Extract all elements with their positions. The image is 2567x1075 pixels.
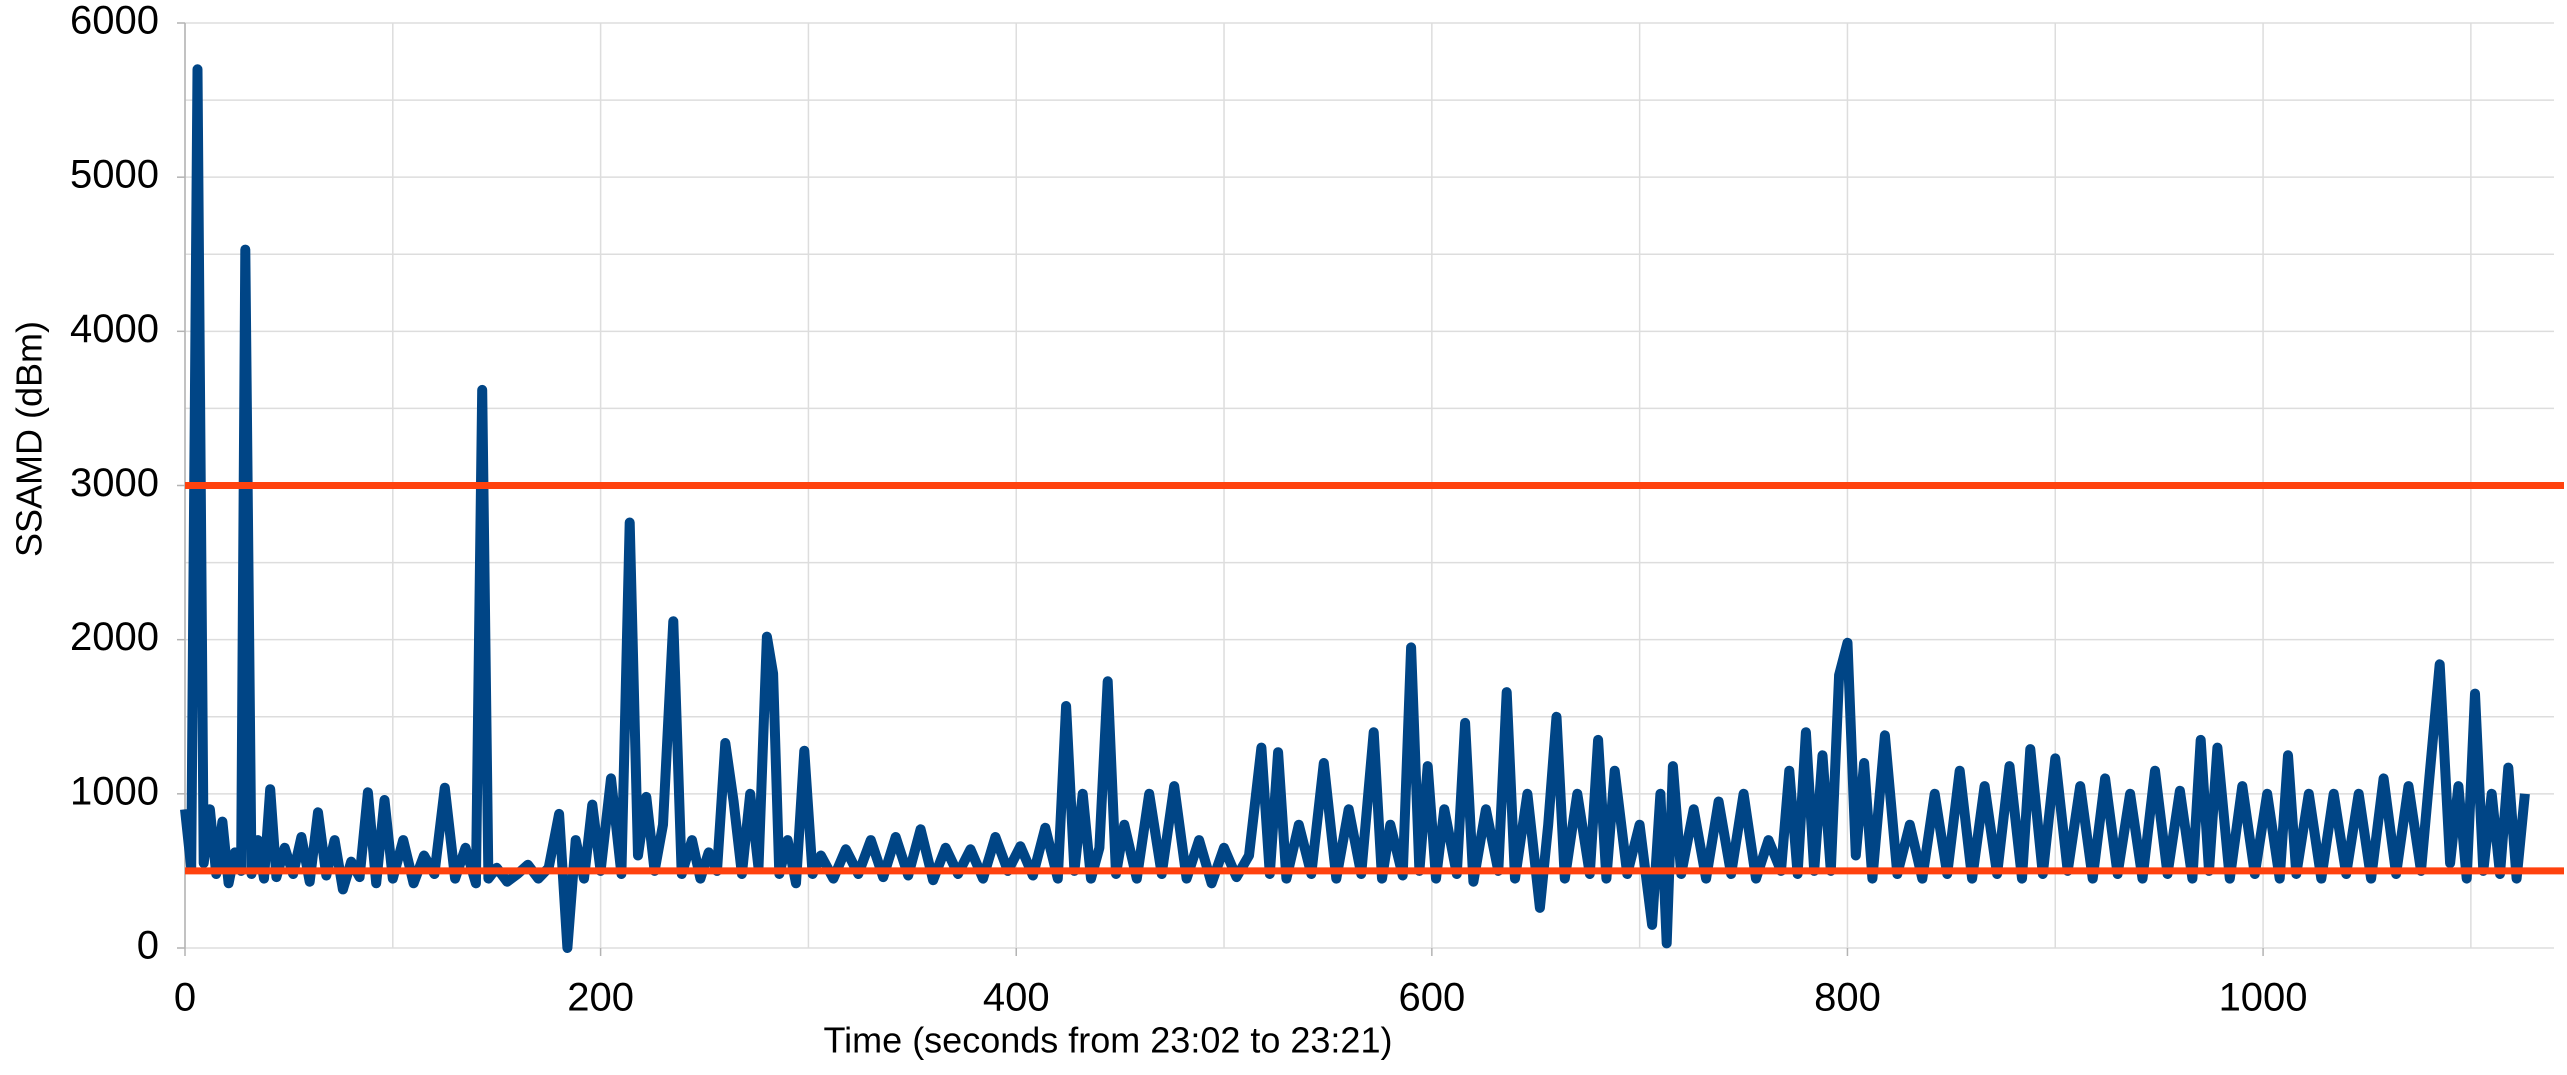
y-tick-label: 4000 bbox=[70, 307, 159, 351]
x-tick-label: 0 bbox=[174, 976, 196, 1020]
y-axis-label: SSAMD (dBm) bbox=[9, 321, 50, 557]
x-tick-label: 800 bbox=[1814, 976, 1881, 1020]
x-tick-label: 1000 bbox=[2219, 976, 2308, 1020]
y-tick-label: 6000 bbox=[70, 0, 159, 43]
y-tick-label: 2000 bbox=[70, 615, 159, 659]
y-tick-label: 3000 bbox=[70, 461, 159, 505]
y-tick-label: 5000 bbox=[70, 153, 159, 197]
x-tick-label: 200 bbox=[567, 976, 634, 1020]
y-tick-label: 1000 bbox=[70, 769, 159, 813]
x-tick-label: 600 bbox=[1398, 976, 1465, 1020]
x-tick-label: 400 bbox=[983, 976, 1050, 1020]
y-tick-label: 0 bbox=[137, 924, 159, 968]
x-axis-label: Time (seconds from 23:02 to 23:21) bbox=[824, 1020, 1393, 1061]
data-line bbox=[180, 64, 2530, 953]
